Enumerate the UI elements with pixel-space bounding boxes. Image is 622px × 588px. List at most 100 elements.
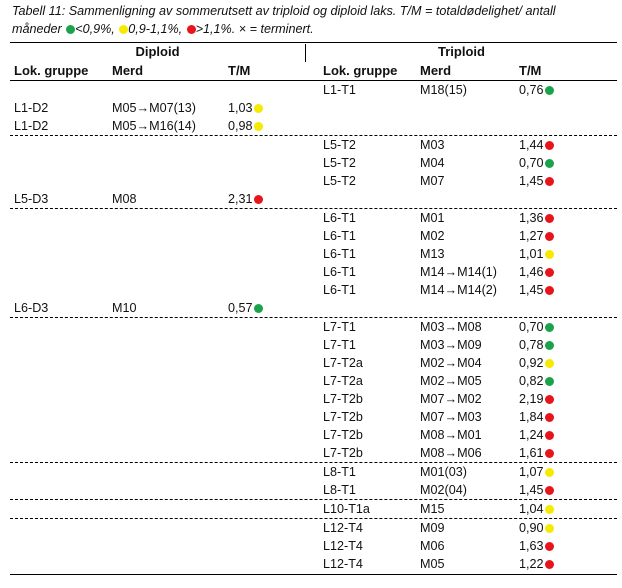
table-row: L7-T2b M07→M03 1,84 (10, 408, 617, 426)
red-dot-icon (544, 232, 554, 241)
triploid-lok-gruppe: L7-T2a (323, 374, 363, 388)
table-row: L5-T2 M04 0,70 (10, 154, 617, 172)
caption-line-1: Tabell 11: Sammenligning av sommerutsett… (12, 4, 556, 18)
tm-value: 2,19 (519, 392, 544, 406)
table-row: L12-T4 M05 1,22 (10, 555, 617, 573)
triploid-merd: M07→M02 (420, 392, 482, 406)
triploid-tm: 0,82 (519, 372, 554, 390)
triploid-merd: M03→M08 (420, 320, 482, 334)
triploid-merd: M14→M14(2) (420, 283, 497, 297)
legend-green-label: <0,9%, (75, 22, 115, 36)
tm-value: 1,46 (519, 265, 544, 279)
tm-value: 1,45 (519, 174, 544, 188)
triploid-lok-gruppe: L6-T1 (323, 229, 356, 243)
triploid-lok-gruppe: L7-T2a (323, 356, 363, 370)
yellow-dot-icon (544, 359, 554, 368)
tm-value: 1,45 (519, 283, 544, 297)
tm-value: 1,61 (519, 446, 544, 460)
triploid-lok-gruppe: L8-T1 (323, 483, 356, 497)
diploid-merd: M08 (112, 192, 137, 206)
yellow-dot-icon (544, 524, 554, 533)
tm-value: 0,57 (228, 301, 253, 315)
triploid-lok-gruppe: L7-T2b (323, 392, 363, 406)
triploid-merd: M03 (420, 138, 445, 152)
triploid-tm: 1,27 (519, 227, 554, 245)
diploid-tm: 0,98 (228, 117, 263, 135)
table-row: L5-T2 M07 1,45 (10, 172, 617, 190)
table-row: L1-D2 M05→M07(13) 1,03 (10, 99, 617, 117)
red-dot-icon (544, 214, 554, 223)
table-row: L5-D3 M08 2,31 (10, 190, 617, 209)
green-dot-icon (544, 86, 554, 95)
tm-value: 0,76 (519, 83, 544, 97)
triploid-merd: M18(15) (420, 83, 467, 97)
table-row: L8-T1 M01(03) 1,07 (10, 463, 617, 481)
triploid-tm: 1,46 (519, 263, 554, 281)
triploid-tm: 1,07 (519, 463, 554, 481)
triploid-lok-gruppe: L6-T1 (323, 265, 356, 279)
tm-value: 1,01 (519, 247, 544, 261)
header-merd-triploid: Merd (420, 63, 452, 78)
table-row: L8-T1 M02(04) 1,45 (10, 481, 617, 500)
triploid-merd: M01(03) (420, 465, 467, 479)
triploid-merd: M02 (420, 229, 445, 243)
table-caption: Tabell 11: Sammenligning av sommerutsett… (12, 2, 618, 38)
triploid-tm: 2,19 (519, 390, 554, 408)
triploid-tm: 1,36 (519, 209, 554, 227)
table-row: L6-D3 M10 0,57 (10, 299, 617, 318)
triploid-merd: M08→M06 (420, 446, 482, 460)
tm-value: 1,44 (519, 138, 544, 152)
header-tm-diploid: T/M (228, 63, 251, 78)
triploid-merd: M04 (420, 156, 445, 170)
yellow-dot-icon (544, 505, 554, 514)
red-dot-icon (544, 395, 554, 404)
red-dot-icon (544, 560, 554, 569)
table-row: L7-T1 M03→M09 0,78 (10, 336, 617, 354)
triploid-tm: 1,24 (519, 426, 554, 444)
caption-line-2: måneder <0,9%, 0,9-1,1%, >1,1%. × = term… (12, 20, 618, 38)
green-dot-icon (66, 25, 76, 34)
group-triploid: Triploid (438, 44, 485, 59)
triploid-lok-gruppe: L6-T1 (323, 283, 356, 297)
yellow-dot-icon (544, 468, 554, 477)
table-row: L7-T2b M08→M01 1,24 (10, 426, 617, 444)
red-dot-icon (544, 286, 554, 295)
diploid-merd: M05→M07(13) (112, 101, 196, 115)
triploid-lok-gruppe: L5-T2 (323, 174, 356, 188)
yellow-dot-icon (253, 104, 263, 113)
triploid-lok-gruppe: L6-T1 (323, 211, 356, 225)
triploid-lok-gruppe: L7-T2b (323, 428, 363, 442)
diploid-lok-gruppe: L1-D2 (14, 119, 49, 133)
tm-value: 0,78 (519, 338, 544, 352)
group-diploid: Diploid (135, 44, 180, 59)
tm-value: 0,82 (519, 374, 544, 388)
table-row: L12-T4 M06 1,63 (10, 537, 617, 555)
table-row: L7-T2a M02→M04 0,92 (10, 354, 617, 372)
table-row: L7-T2a M02→M05 0,82 (10, 372, 617, 390)
header-merd-diploid: Merd (112, 63, 144, 78)
tm-value: 1,24 (519, 428, 544, 442)
triploid-lok-gruppe: L12-T4 (323, 539, 363, 553)
diploid-merd: M10 (112, 301, 137, 315)
red-dot-icon (544, 268, 554, 277)
triploid-lok-gruppe: L7-T2b (323, 446, 363, 460)
tm-value: 0,70 (519, 320, 544, 334)
triploid-tm: 0,70 (519, 154, 554, 172)
triploid-lok-gruppe: L5-T2 (323, 138, 356, 152)
triploid-merd: M02→M04 (420, 356, 482, 370)
legend-red-label: >1,1%. (195, 22, 236, 36)
triploid-tm: 1,84 (519, 408, 554, 426)
tm-value: 0,98 (228, 119, 253, 133)
tm-value: 1,03 (228, 101, 253, 115)
yellow-dot-icon (119, 25, 129, 34)
triploid-lok-gruppe: L10-T1a (323, 502, 370, 516)
table-row: L7-T2b M07→M02 2,19 (10, 390, 617, 408)
triploid-merd: M15 (420, 502, 445, 516)
triploid-tm: 0,92 (519, 354, 554, 372)
tm-value: 0,92 (519, 356, 544, 370)
red-dot-icon (253, 195, 263, 204)
header-rule (10, 80, 617, 81)
diploid-lok-gruppe: L1-D2 (14, 101, 49, 115)
triploid-merd: M01 (420, 211, 445, 225)
